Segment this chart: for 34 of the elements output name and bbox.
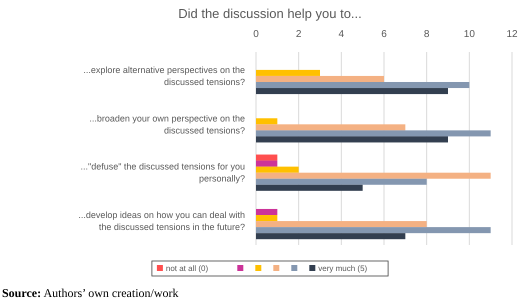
bar [256, 118, 278, 124]
bar [256, 221, 427, 228]
x-tick-label: 10 [464, 29, 476, 40]
y-tick-label: ..."defuse" the discussed tensions for you personally? [80, 162, 245, 184]
bar [256, 215, 278, 222]
y-tick-label: ...develop ideas on how you can deal with the discussed tensions in the future? [78, 210, 245, 232]
bar [256, 70, 320, 76]
bar [256, 136, 448, 142]
bar [256, 227, 491, 234]
legend-label: not at all (0) [166, 264, 208, 273]
bar [256, 166, 299, 173]
x-tick-label: 6 [381, 29, 388, 40]
bar [256, 233, 406, 240]
bar [256, 88, 448, 94]
bar [256, 82, 470, 88]
bar [256, 130, 491, 136]
bar [256, 160, 278, 167]
bar [256, 124, 406, 130]
x-tick-label: 8 [424, 29, 430, 40]
source-note: Source: Authors’ own creation/work [2, 286, 179, 300]
bar [256, 208, 278, 216]
bar [256, 76, 384, 82]
bar [256, 154, 278, 161]
y-tick-label: ...broaden your own perspective on the discussed tensions? [89, 113, 245, 136]
x-tick-label: 2 [296, 29, 302, 40]
y-tick-label: ...explore alternative perspectives on the discussed tensions? [83, 64, 245, 87]
legend-label: very much (5) [318, 264, 368, 273]
bar [256, 184, 363, 191]
x-tick-label: 0 [253, 29, 260, 40]
x-tick-label: 4 [338, 29, 345, 40]
chart-title: Did the discussion help you to... [178, 6, 362, 21]
bar [256, 178, 427, 185]
x-tick-label: 12 [506, 29, 518, 40]
bar [256, 172, 491, 179]
